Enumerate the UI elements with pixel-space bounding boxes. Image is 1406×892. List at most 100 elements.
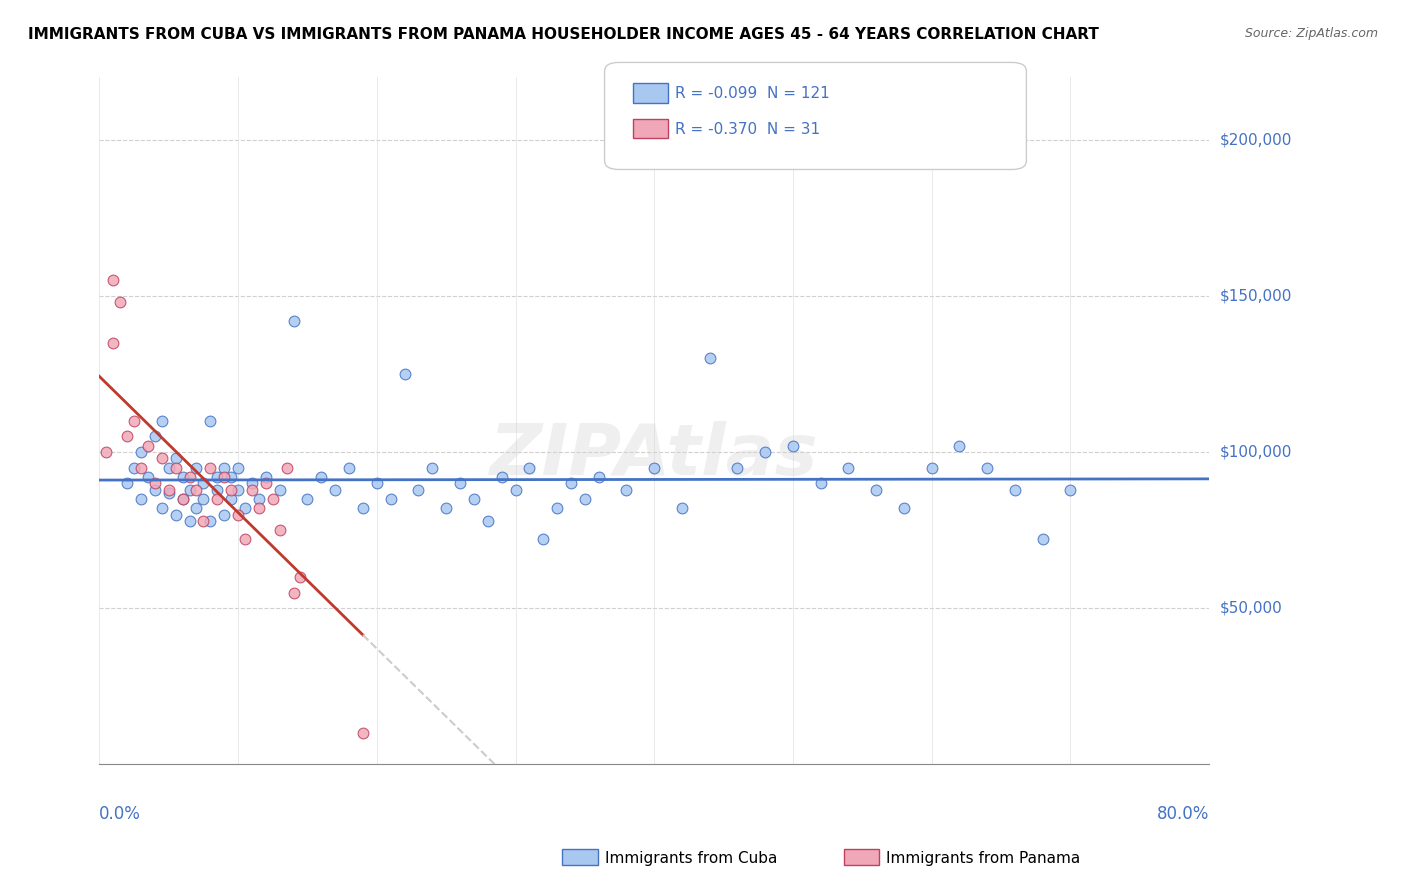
Text: R = -0.099  N = 121: R = -0.099 N = 121 bbox=[675, 87, 830, 101]
Point bbox=[129, 491, 152, 506]
Text: Immigrants from Panama: Immigrants from Panama bbox=[886, 851, 1080, 865]
Point bbox=[115, 476, 138, 491]
Point bbox=[505, 483, 527, 497]
Point bbox=[165, 508, 187, 522]
Point bbox=[207, 470, 229, 484]
Point bbox=[165, 460, 187, 475]
Point bbox=[323, 483, 346, 497]
Point bbox=[810, 476, 832, 491]
Point bbox=[297, 491, 319, 506]
Point bbox=[200, 514, 222, 528]
Point bbox=[1032, 533, 1054, 547]
Point bbox=[269, 483, 291, 497]
Point bbox=[212, 470, 235, 484]
Point bbox=[108, 295, 131, 310]
Point bbox=[172, 470, 194, 484]
Text: Source: ZipAtlas.com: Source: ZipAtlas.com bbox=[1244, 27, 1378, 40]
Point bbox=[491, 470, 513, 484]
Point bbox=[865, 483, 887, 497]
Point bbox=[531, 533, 554, 547]
Point bbox=[129, 445, 152, 459]
Point bbox=[143, 476, 166, 491]
Point bbox=[136, 439, 159, 453]
Point bbox=[283, 585, 305, 599]
Point bbox=[219, 483, 242, 497]
Point bbox=[143, 483, 166, 497]
Point bbox=[150, 451, 173, 466]
Text: ZIPAtlas: ZIPAtlas bbox=[489, 421, 818, 490]
Point bbox=[179, 470, 201, 484]
Point bbox=[165, 451, 187, 466]
Point bbox=[96, 445, 118, 459]
Point bbox=[269, 523, 291, 537]
Point bbox=[193, 476, 215, 491]
Point bbox=[103, 273, 125, 287]
Point bbox=[226, 483, 249, 497]
Point bbox=[240, 483, 263, 497]
Point bbox=[240, 476, 263, 491]
Text: 0.0%: 0.0% bbox=[100, 805, 141, 823]
Point bbox=[212, 508, 235, 522]
Point bbox=[157, 483, 180, 497]
Point bbox=[727, 460, 749, 475]
Point bbox=[290, 570, 312, 584]
Point bbox=[837, 460, 859, 475]
Point bbox=[122, 460, 145, 475]
Point bbox=[186, 460, 208, 475]
Text: 80.0%: 80.0% bbox=[1157, 805, 1209, 823]
Point bbox=[1059, 483, 1081, 497]
Point bbox=[247, 501, 270, 516]
Point bbox=[1004, 483, 1026, 497]
Point bbox=[574, 491, 596, 506]
Point bbox=[643, 460, 665, 475]
Point bbox=[893, 501, 915, 516]
Point bbox=[352, 726, 374, 740]
Point bbox=[179, 483, 201, 497]
Point bbox=[671, 501, 693, 516]
Point bbox=[129, 460, 152, 475]
Point bbox=[434, 501, 457, 516]
Point bbox=[588, 470, 610, 484]
Point bbox=[103, 335, 125, 350]
Point bbox=[193, 514, 215, 528]
Point bbox=[207, 491, 229, 506]
Point bbox=[150, 501, 173, 516]
Point bbox=[150, 414, 173, 428]
Point bbox=[337, 460, 360, 475]
Point bbox=[226, 508, 249, 522]
Point bbox=[179, 514, 201, 528]
Point bbox=[420, 460, 443, 475]
Point bbox=[115, 429, 138, 443]
Point bbox=[212, 460, 235, 475]
Point bbox=[254, 476, 277, 491]
Point bbox=[122, 414, 145, 428]
Point bbox=[754, 445, 776, 459]
Text: IMMIGRANTS FROM CUBA VS IMMIGRANTS FROM PANAMA HOUSEHOLDER INCOME AGES 45 - 64 Y: IMMIGRANTS FROM CUBA VS IMMIGRANTS FROM … bbox=[28, 27, 1099, 42]
Text: $100,000: $100,000 bbox=[1220, 444, 1292, 459]
Point bbox=[233, 533, 256, 547]
Point bbox=[352, 501, 374, 516]
Point bbox=[157, 485, 180, 500]
Point bbox=[616, 483, 638, 497]
Point bbox=[477, 514, 499, 528]
Point bbox=[219, 470, 242, 484]
Point bbox=[976, 460, 998, 475]
Point bbox=[219, 491, 242, 506]
Text: $200,000: $200,000 bbox=[1220, 132, 1292, 147]
Point bbox=[233, 501, 256, 516]
Point bbox=[262, 491, 284, 506]
Point bbox=[276, 460, 298, 475]
Point bbox=[560, 476, 582, 491]
Point bbox=[172, 491, 194, 506]
Point bbox=[311, 470, 333, 484]
Point bbox=[200, 460, 222, 475]
Point bbox=[366, 476, 388, 491]
Point bbox=[254, 470, 277, 484]
Point bbox=[283, 314, 305, 328]
Point bbox=[921, 460, 943, 475]
Point bbox=[136, 470, 159, 484]
Point bbox=[463, 491, 485, 506]
Point bbox=[200, 414, 222, 428]
Text: Immigrants from Cuba: Immigrants from Cuba bbox=[605, 851, 778, 865]
Point bbox=[193, 491, 215, 506]
